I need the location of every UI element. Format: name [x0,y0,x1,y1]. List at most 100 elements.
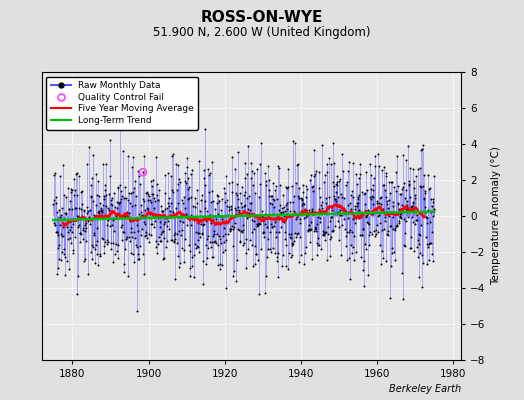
Point [201,205,209,212]
Point [242,250,250,256]
Point [413,244,421,250]
Point [370,174,378,181]
Point [111,210,119,216]
Point [338,150,346,157]
Point [323,168,331,175]
Point [348,188,356,194]
Point [346,242,355,248]
Point [367,172,375,178]
Point [400,242,409,248]
Point [63,258,71,264]
Point [120,261,128,268]
Point [312,228,320,234]
Point [423,244,432,250]
Point [341,207,350,214]
Point [336,176,344,182]
Point [395,214,403,221]
Point [183,186,192,193]
Point [312,221,321,228]
Point [212,221,220,227]
Point [285,250,293,256]
Point [291,210,299,216]
Point [200,221,209,228]
Point [311,171,320,178]
Point [403,143,412,149]
Point [272,183,280,190]
Point [287,235,295,242]
Point [149,214,158,220]
Point [133,308,141,314]
Point [190,274,198,280]
Point [386,190,394,196]
Point [67,188,75,195]
Point [417,184,425,190]
Point [357,232,366,239]
Point [339,167,347,174]
Point [334,208,342,215]
Point [250,218,258,224]
Point [277,209,285,216]
Point [385,197,394,203]
Point [198,192,206,199]
Point [422,214,430,220]
Point [176,218,184,224]
Point [418,284,426,290]
Point [405,182,413,188]
Point [222,237,231,243]
Point [171,236,180,243]
Point [197,220,205,227]
Point [386,179,395,186]
Point [145,238,153,245]
Point [163,205,171,212]
Point [281,208,289,214]
Point [97,205,105,212]
Point [221,246,230,253]
Point [124,153,132,160]
Point [257,140,265,146]
Point [320,179,329,185]
Point [389,198,398,205]
Point [164,170,172,177]
Point [318,199,326,205]
Point [215,198,224,204]
Point [185,265,194,271]
Point [321,199,330,206]
Point [365,221,374,227]
Point [78,212,86,219]
Point [172,160,180,167]
Point [401,242,409,249]
Point [255,194,264,200]
Point [324,224,332,230]
Point [115,200,123,206]
Point [187,212,195,218]
Point [107,240,115,246]
Point [341,226,349,232]
Point [306,239,314,245]
Point [359,282,368,289]
Point [286,208,294,214]
Point [391,224,400,231]
Point [126,200,134,207]
Point [121,184,129,190]
Point [315,185,324,191]
Point [235,208,243,215]
Point [336,207,345,214]
Point [176,260,184,267]
Point [127,224,135,231]
Point [282,184,291,190]
Point [388,226,397,232]
Point [62,210,71,217]
Point [315,219,324,226]
Point [397,191,405,198]
Point [125,238,134,244]
Point [370,207,379,213]
Point [256,160,264,167]
Point [193,230,202,236]
Point [210,239,219,245]
Text: Berkeley Earth: Berkeley Earth [389,384,461,394]
Point [216,261,225,267]
Point [140,271,148,277]
Point [267,220,276,227]
Point [418,146,426,152]
Point [429,196,438,202]
